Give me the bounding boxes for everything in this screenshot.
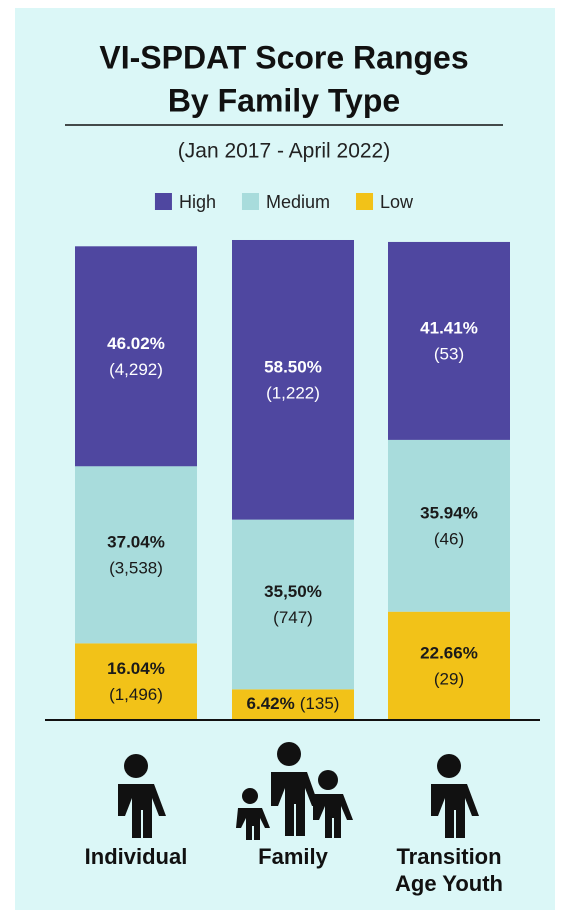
legend-label: Low: [380, 192, 414, 212]
legend-item: Medium: [241, 192, 330, 212]
value-label: 41.41%: [420, 318, 478, 337]
value-label: 37.04%: [107, 532, 165, 551]
person-icon: [271, 742, 319, 836]
person-icon: [431, 754, 479, 838]
count-label: (46): [434, 529, 464, 548]
bar-segment: [232, 239, 354, 520]
legend: High Medium Low: [154, 192, 414, 212]
chart-title: By Family Type: [168, 82, 400, 118]
bar-segment: [388, 241, 510, 440]
bar-segment: [388, 611, 510, 720]
count-label: (135): [300, 694, 340, 713]
bar-segment: [75, 246, 197, 467]
count-label: (1,496): [109, 685, 163, 704]
legend-swatch: [356, 193, 374, 210]
subtitle: (Jan 2017 - April 2022): [178, 140, 390, 163]
value-label: 6.42%: [247, 694, 295, 713]
person-icon: [313, 770, 353, 838]
category-label: Individual: [84, 844, 188, 869]
bar-segment: [388, 439, 510, 612]
legend-label: High: [179, 192, 216, 212]
legend-item: Low: [356, 192, 414, 212]
count-label: (747): [273, 608, 313, 627]
legend-swatch: [241, 193, 259, 210]
count-label: (4,292): [109, 360, 163, 379]
bars: [75, 239, 510, 720]
person-icon: [236, 788, 270, 840]
value-label: 16.04%: [107, 659, 165, 678]
count-label: (1,222): [266, 383, 320, 402]
bar-segment: [75, 643, 197, 720]
count-label: (29): [434, 669, 464, 688]
person-icon: [118, 754, 166, 838]
value-label: 46.02%: [107, 334, 165, 353]
bar-segment: [232, 519, 354, 690]
legend-swatch: [154, 193, 172, 210]
count-label: (53): [434, 344, 464, 363]
value-label: 35,50%: [264, 582, 322, 601]
chart-title: VI-SPDAT Score Ranges: [99, 39, 468, 75]
category-label: Family: [258, 844, 328, 869]
count-label: (3,538): [109, 558, 163, 577]
bar-segment: [75, 466, 197, 644]
value-label: 58.50%: [264, 357, 322, 376]
value-label: 35.94%: [420, 503, 478, 522]
legend-label: Medium: [266, 192, 330, 212]
value-label: 22.66%: [420, 643, 478, 662]
bar-segment: [232, 689, 354, 720]
category-label: Transition Age Youth: [395, 844, 503, 896]
legend-item: High: [154, 192, 216, 212]
icons: [118, 742, 479, 840]
